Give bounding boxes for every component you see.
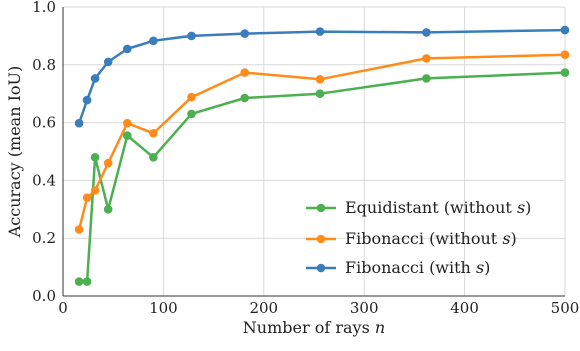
plot-area (63, 7, 565, 296)
data-point (560, 50, 570, 59)
tick-labels: 0.0 0.2 0.4 0.6 0.8 1.0 0 100 200 300 400 500 (32, 0, 579, 317)
legend-marker (316, 203, 326, 213)
data-point (240, 68, 249, 77)
data-point (149, 129, 158, 138)
data-point (422, 28, 431, 37)
data-point (74, 277, 84, 286)
data-point (187, 92, 196, 102)
legend-label-part: Equidistant (without (345, 198, 517, 217)
data-point (74, 118, 84, 128)
y-tick-label: 0.2 (32, 229, 56, 247)
legend-label-part: s (502, 229, 510, 248)
x-tick-label: 500 (551, 299, 580, 317)
data-point (82, 193, 92, 202)
data-point (560, 25, 570, 35)
series-layer (74, 25, 570, 286)
x-tick-label: 400 (450, 299, 479, 317)
data-point (103, 57, 113, 67)
data-point (90, 186, 100, 195)
axes (62, 7, 565, 297)
data-point (103, 205, 113, 214)
data-point (315, 75, 325, 84)
data-point (240, 29, 249, 38)
series-2 (74, 25, 570, 128)
data-point (422, 54, 431, 63)
legend-label-part: ) (511, 229, 517, 248)
y-tick-label: 0.0 (32, 287, 56, 305)
legend-label-part: s (476, 258, 484, 277)
y-axis-label: Accuracy (mean IoU) (5, 66, 24, 239)
data-point (315, 27, 325, 36)
legend-label-part: Fibonacci (without (345, 229, 502, 248)
legend-label: Equidistant (without s) (345, 198, 531, 217)
data-point (74, 225, 84, 234)
x-axis-label-text: Number of rays (243, 318, 375, 337)
data-point (315, 89, 325, 98)
data-point (187, 109, 196, 119)
data-point (560, 68, 570, 77)
legend-label-part: s (517, 198, 525, 217)
x-tick-label: 100 (149, 299, 178, 317)
legend-marker (316, 263, 326, 273)
data-point (240, 93, 249, 103)
data-point (187, 31, 196, 41)
legend-item: Fibonacci (without s) (306, 229, 517, 248)
y-tick-label: 0.8 (32, 56, 56, 74)
legend-marker (316, 234, 326, 244)
y-tick-label: 1.0 (32, 0, 56, 16)
x-tick-label: 0 (58, 299, 68, 317)
legend-label: Fibonacci (without s) (345, 229, 517, 248)
legend-item: Fibonacci (with s) (306, 258, 490, 277)
data-point (149, 36, 158, 46)
y-tick-label: 0.6 (32, 114, 56, 132)
legend-label-part: ) (525, 198, 531, 217)
legend-label: Fibonacci (with s) (345, 258, 490, 277)
legend-label-part: Fibonacci (with (345, 258, 476, 277)
data-point (149, 153, 158, 162)
data-point (123, 44, 132, 54)
x-tick-label: 300 (350, 299, 379, 317)
data-point (90, 74, 100, 83)
legend-label-part: ) (484, 258, 490, 277)
y-tick-label: 0.4 (32, 171, 56, 189)
data-point (123, 118, 132, 128)
data-point (82, 95, 92, 105)
legend-item: Equidistant (without s) (306, 198, 531, 217)
data-point (90, 153, 100, 162)
data-point (82, 277, 92, 286)
data-point (422, 74, 431, 83)
series-1 (74, 50, 570, 234)
data-point (123, 131, 132, 140)
x-axis-label: Number of rays n (243, 318, 385, 337)
legend: Equidistant (without s)Fibonacci (withou… (306, 198, 531, 277)
data-point (103, 158, 113, 168)
x-tick-label: 200 (249, 299, 278, 317)
series-0 (74, 68, 570, 286)
x-axis-label-variable: n (375, 318, 385, 337)
